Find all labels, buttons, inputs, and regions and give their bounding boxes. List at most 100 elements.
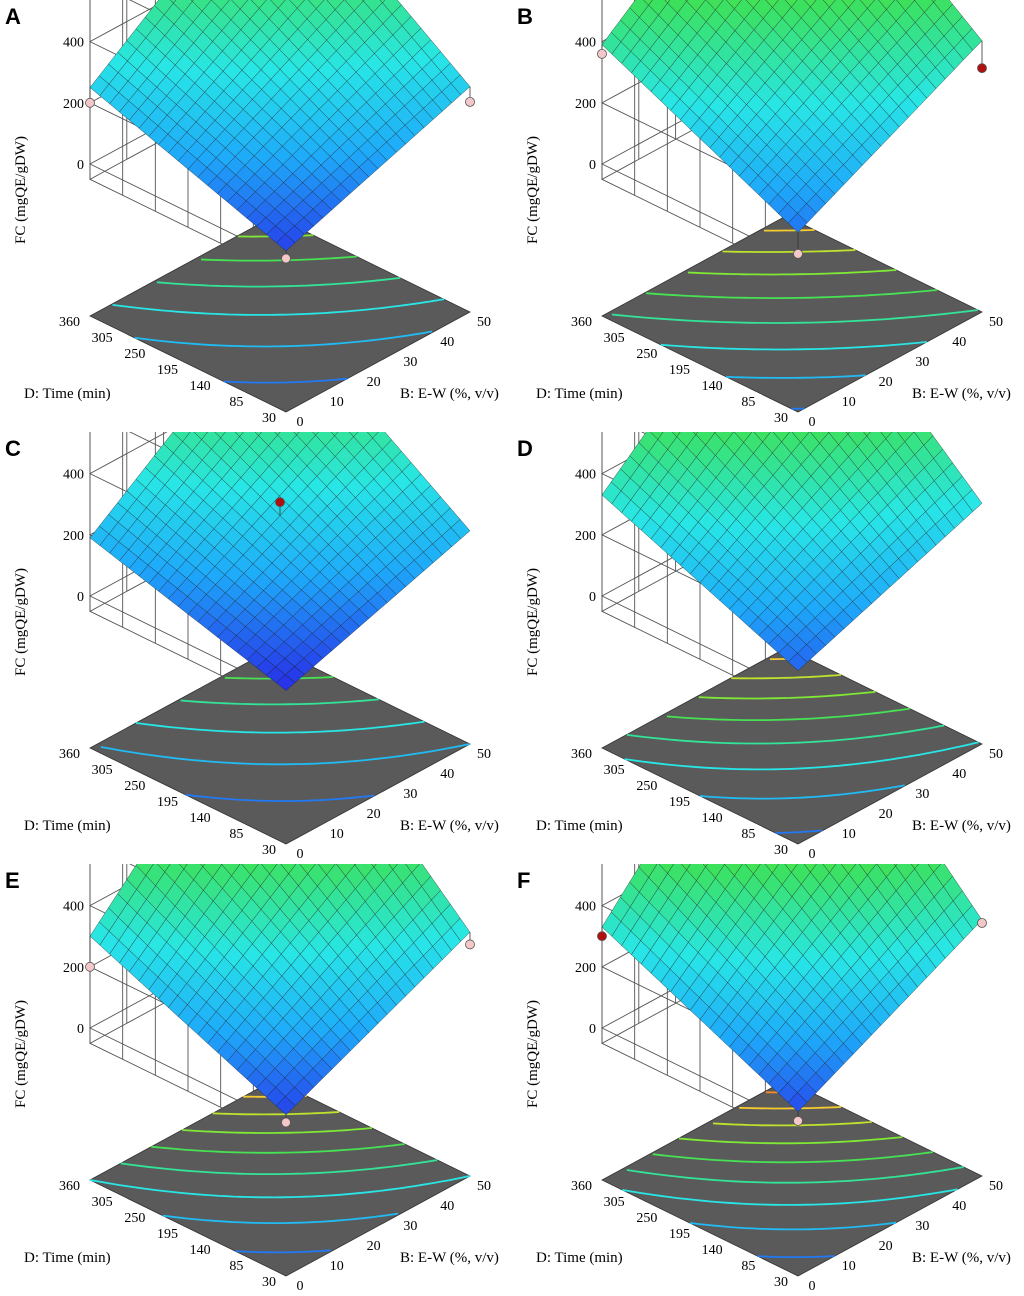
z-tick-label: 200 [63, 529, 84, 544]
z-tick-label: 400 [63, 900, 84, 915]
x-tick-label: 30 [915, 355, 929, 370]
x-axis-title: B: E-W (%, v/v) [400, 1250, 499, 1266]
response-surface [89, 864, 471, 1116]
design-point [85, 97, 95, 108]
panel-letter: D [517, 436, 533, 461]
surface-plot-c: 0200400600800100001020304050308514019525… [5, 432, 499, 862]
surface-plot-e: 0200400600800100001020304050308514019525… [5, 864, 499, 1294]
z-tick-label: 0 [589, 590, 596, 605]
surface-plot-a: 0200400600800100001020304050308514019525… [5, 0, 499, 430]
x-tick-label: 30 [403, 355, 417, 370]
chart-panel-a: 0200400600800100001020304050308514019525… [0, 0, 512, 432]
y-tick-label: 360 [571, 1179, 592, 1194]
x-tick-label: 30 [915, 787, 929, 802]
z-axis-title: FC (mgQE/gDW) [525, 1000, 541, 1108]
y-axis-title: D: Time (min) [24, 818, 111, 834]
y-axis-title: D: Time (min) [536, 386, 623, 402]
z-tick-label: 400 [575, 36, 596, 51]
floor-contours [100, 653, 471, 803]
x-tick-label: 0 [809, 847, 816, 862]
y-tick-label: 30 [262, 411, 276, 426]
y-tick-label: 85 [741, 1259, 755, 1274]
z-tick-label: 400 [575, 468, 596, 483]
design-point [793, 1116, 803, 1126]
y-tick-label: 85 [741, 395, 755, 410]
design-point [275, 497, 285, 508]
design-point [85, 961, 95, 972]
y-tick-label: 85 [229, 395, 243, 410]
y-tick-label: 85 [229, 827, 243, 842]
x-tick-label: 40 [952, 1199, 966, 1214]
x-tick-label: 40 [952, 335, 966, 350]
x-tick-label: 20 [879, 807, 893, 822]
y-tick-label: 140 [190, 379, 211, 394]
y-tick-label: 30 [774, 1275, 788, 1290]
design-point [793, 248, 803, 259]
y-tick-label: 195 [157, 1227, 178, 1242]
y-tick-label: 305 [604, 1195, 625, 1210]
floor-contours [112, 234, 445, 384]
y-tick-label: 305 [92, 763, 113, 778]
design-point [977, 918, 987, 928]
x-tick-label: 50 [989, 315, 1003, 330]
chart-panel-d: 0200400600800100001020304050308514019525… [512, 432, 1024, 864]
floor-plane [601, 1079, 983, 1277]
z-tick-label: 0 [589, 1022, 596, 1037]
x-tick-label: 10 [842, 395, 856, 410]
z-tick-label: 200 [63, 961, 84, 976]
floor-plane [601, 215, 983, 413]
tick-labels: 0200400600800100001020304050308514019525… [571, 468, 1003, 862]
y-tick-label: 195 [669, 1227, 690, 1242]
z-tick-label: 0 [77, 158, 84, 173]
z-tick-label: 400 [63, 468, 84, 483]
y-tick-label: 250 [124, 347, 145, 362]
y-tick-label: 195 [669, 795, 690, 810]
z-axis-title: FC (mgQE/gDW) [13, 136, 29, 244]
panel-letter: C [5, 436, 21, 461]
z-tick-label: 200 [575, 97, 596, 112]
design-point [281, 253, 291, 264]
x-tick-label: 20 [879, 375, 893, 390]
x-tick-label: 0 [297, 847, 304, 862]
x-tick-label: 40 [440, 767, 454, 782]
y-tick-label: 140 [702, 1243, 723, 1258]
y-tick-label: 140 [702, 379, 723, 394]
z-tick-label: 400 [575, 900, 596, 915]
x-tick-label: 50 [989, 1179, 1003, 1194]
y-tick-label: 85 [741, 827, 755, 842]
panel-letter: B [517, 4, 533, 29]
tick-labels: 0200400600800100001020304050308514019525… [59, 36, 491, 430]
x-tick-label: 50 [477, 747, 491, 762]
y-axis-title: D: Time (min) [536, 818, 623, 834]
y-tick-label: 360 [59, 315, 80, 330]
surface-plot-f: 0200400600800100001020304050308514019525… [517, 864, 1011, 1294]
y-tick-label: 30 [774, 843, 788, 858]
x-tick-label: 20 [367, 1239, 381, 1254]
x-tick-label: 40 [440, 1199, 454, 1214]
x-tick-label: 20 [367, 375, 381, 390]
design-point [597, 931, 607, 942]
response-surface [89, 0, 471, 252]
y-tick-label: 250 [124, 1211, 145, 1226]
y-tick-label: 140 [702, 811, 723, 826]
z-tick-label: 0 [77, 1022, 84, 1037]
response-surface [601, 0, 983, 233]
x-tick-label: 0 [809, 1279, 816, 1294]
y-tick-label: 360 [59, 1179, 80, 1194]
x-tick-label: 10 [842, 1259, 856, 1274]
x-tick-label: 30 [403, 787, 417, 802]
z-tick-label: 200 [575, 961, 596, 976]
tick-labels: 0200400600800100001020304050308514019525… [571, 900, 1003, 1294]
y-tick-label: 360 [571, 315, 592, 330]
y-tick-label: 85 [229, 1259, 243, 1274]
x-tick-label: 20 [879, 1239, 893, 1254]
design-point [977, 63, 987, 74]
design-point [597, 48, 607, 59]
y-axis-title: D: Time (min) [24, 1250, 111, 1266]
floor-contours [624, 657, 979, 834]
x-axis-title: B: E-W (%, v/v) [400, 818, 499, 834]
surface-plot-b: 0200400600800100001020304050308514019525… [517, 0, 1011, 430]
z-tick-label: 0 [589, 158, 596, 173]
y-tick-label: 30 [262, 1275, 276, 1290]
x-axis-title: B: E-W (%, v/v) [400, 386, 499, 402]
